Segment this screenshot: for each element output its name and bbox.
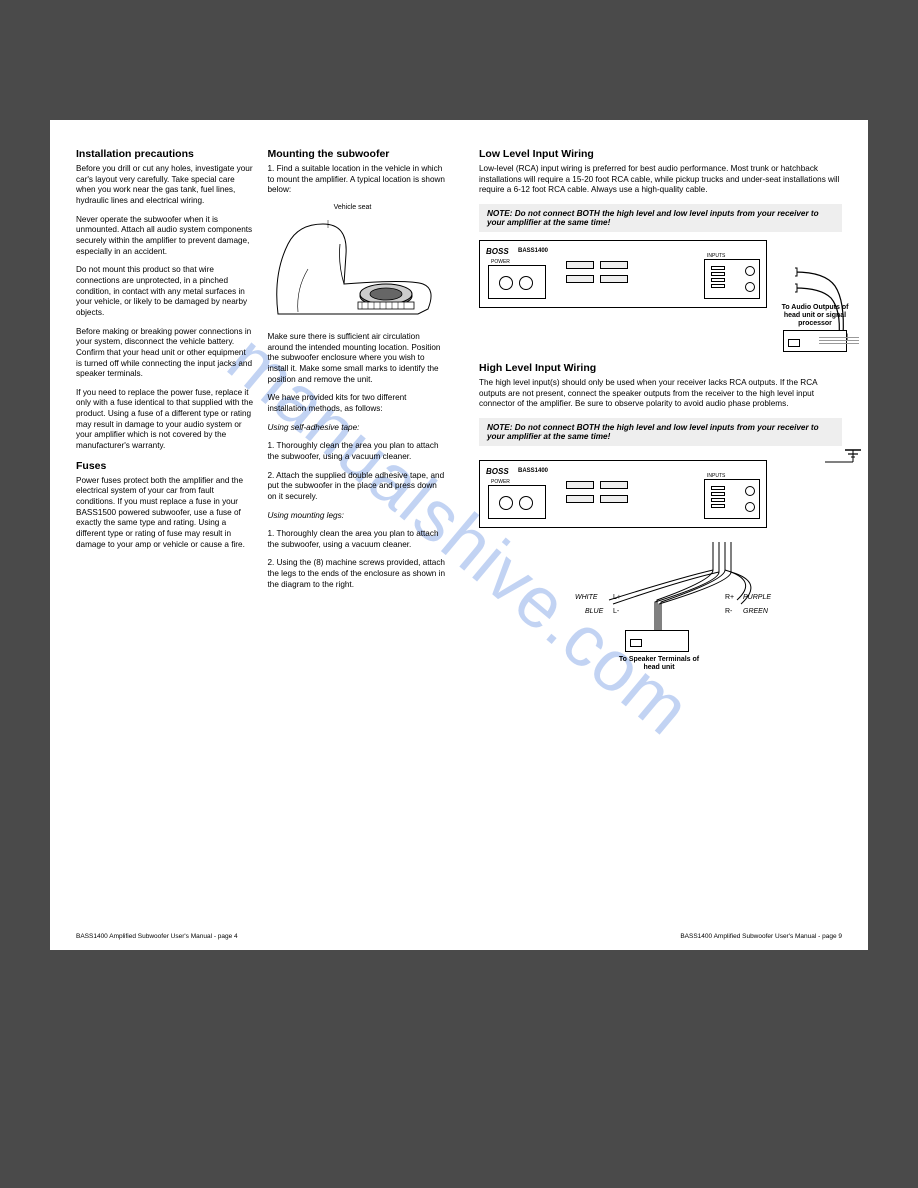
para: 1. Thoroughly clean the area you plan to… <box>268 441 446 462</box>
wire-label-rplus: R+ <box>725 594 734 601</box>
speaker-terminal-icon <box>711 266 727 292</box>
para: 2. Using the (8) machine screws provided… <box>268 558 446 590</box>
para: Before making or breaking power connecti… <box>76 327 254 380</box>
heading-highlevel: High Level Input Wiring <box>479 362 842 374</box>
seat-diagram: Vehicle seat <box>268 204 438 324</box>
para: 1. Find a suitable location in the vehic… <box>268 164 446 196</box>
control-block <box>566 261 636 299</box>
para: 2. Attach the supplied double adhesive t… <box>268 471 446 503</box>
rca-jack-icon <box>745 266 755 276</box>
wire-label-white: WHITE <box>575 594 598 601</box>
subhead-tape: Using self-adhesive tape: <box>268 423 446 434</box>
para: Low-level (RCA) input wiring is preferre… <box>479 164 842 196</box>
high-level-diagram: BOSS BASS1400 POWER INPUTS <box>479 460 839 670</box>
input-block: INPUTS <box>704 259 760 299</box>
wire-label-lplus: L+ <box>613 594 621 601</box>
seat-illustration <box>268 214 438 324</box>
note-box: NOTE: Do not connect BOTH the high level… <box>479 204 842 232</box>
headunit-icon <box>625 630 689 652</box>
heading-installation: Installation precautions <box>76 148 254 160</box>
terminal-icon <box>499 276 513 290</box>
rca-jack-icon <box>745 282 755 292</box>
slot-icon <box>600 275 628 283</box>
headunit-lines <box>801 335 847 346</box>
manual-spread: manualshive.com Installation precautions… <box>50 120 868 950</box>
inputs-label: INPUTS <box>707 253 725 259</box>
para: 1. Thoroughly clean the area you plan to… <box>268 529 446 550</box>
para: We have provided kits for two different … <box>268 393 446 414</box>
para: Make sure there is sufficient air circul… <box>268 332 446 385</box>
left-page: Installation precautions Before you dril… <box>50 120 459 950</box>
wire-label-blue: BLUE <box>585 608 603 615</box>
low-level-diagram: BOSS BASS1400 POWER INPUTS <box>479 240 839 308</box>
para: If you need to replace the power fuse, r… <box>76 388 254 452</box>
heading-mounting: Mounting the subwoofer <box>268 148 446 160</box>
power-label: POWER <box>491 259 510 265</box>
slot-icon <box>566 261 594 269</box>
para: Never operate the subwoofer when it is u… <box>76 215 254 258</box>
right-page: Low Level Input Wiring Low-level (RCA) i… <box>459 120 868 950</box>
left-col-2: Mounting the subwoofer 1. Find a suitabl… <box>268 148 446 598</box>
power-block: POWER <box>488 265 546 299</box>
wire-label-lminus: L- <box>613 608 619 615</box>
para: The high level input(s) should only be u… <box>479 378 842 410</box>
left-col-1: Installation precautions Before you dril… <box>76 148 254 598</box>
amp-model: BASS1400 <box>518 248 548 254</box>
wire-label-rminus: R- <box>725 608 732 615</box>
para: Before you drill or cut any holes, inves… <box>76 164 254 207</box>
wire-label-green: GREEN <box>743 608 768 615</box>
wire-label-purple: PURPLE <box>743 594 771 601</box>
note-box: NOTE: Do not connect BOTH the high level… <box>479 418 842 446</box>
footer-left: BASS1400 Amplified Subwoofer User's Manu… <box>76 933 238 940</box>
headunit-label: To Audio Outputs of head unit or signal … <box>775 304 855 328</box>
heading-fuses: Fuses <box>76 460 254 472</box>
terminal-icon <box>519 276 533 290</box>
subhead-legs: Using mounting legs: <box>268 511 446 522</box>
amp-logo: BOSS <box>486 247 509 256</box>
seat-label: Vehicle seat <box>334 204 372 211</box>
heading-lowlevel: Low Level Input Wiring <box>479 148 842 160</box>
slot-icon <box>600 261 628 269</box>
headunit-label: To Speaker Terminals of head unit <box>617 656 701 672</box>
amp-panel: BOSS BASS1400 POWER INPUTS <box>479 240 767 308</box>
para: Do not mount this product so that wire c… <box>76 265 254 318</box>
para: Power fuses protect both the amplifier a… <box>76 476 254 551</box>
slot-icon <box>566 275 594 283</box>
footer-right: BASS1400 Amplified Subwoofer User's Manu… <box>680 933 842 940</box>
